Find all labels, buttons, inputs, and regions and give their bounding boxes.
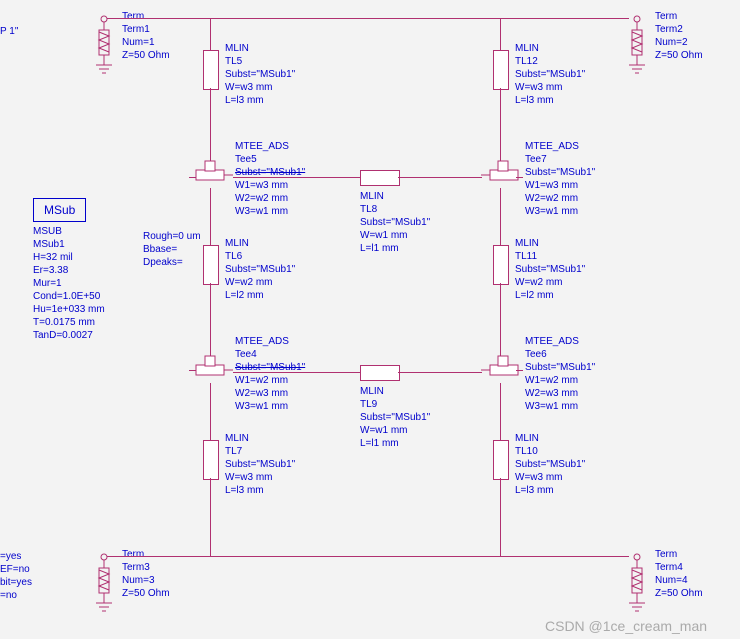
tee5-header: MTEE_ADS <box>235 140 289 153</box>
tee7-p: Subst="MSub1" W1=w3 mm W2=w2 mm W3=w1 mm <box>525 166 595 218</box>
msub-params: H=32 mil Er=3.38 Mur=1 Cond=1.0E+50 Hu=1… <box>33 251 105 342</box>
tl9-p: Subst="MSub1" W=w1 mm L=l1 mm <box>360 411 430 450</box>
tl9-header: MLIN <box>360 385 384 398</box>
tl12-p: Subst="MSub1" W=w3 mm L=l3 mm <box>515 68 585 107</box>
term4-symbol <box>625 553 655 623</box>
tl11-name: TL11 <box>515 250 537 263</box>
term3-z: Z=50 Ohm <box>122 587 170 600</box>
msub-extras: Rough=0 um Bbase= Dpeaks= <box>143 230 201 269</box>
tee4-header: MTEE_ADS <box>235 335 289 348</box>
wire <box>398 372 482 373</box>
watermark: CSDN @1ce_cream_man <box>545 618 707 634</box>
term3-name: Term3 <box>122 561 150 574</box>
tee7-symbol <box>480 160 520 190</box>
wire <box>210 18 211 50</box>
wire <box>107 18 629 19</box>
tl7-name: TL7 <box>225 445 242 458</box>
term1-z: Z=50 Ohm <box>122 49 170 62</box>
tee6-name: Tee6 <box>525 348 547 361</box>
tl6-name: TL6 <box>225 250 242 263</box>
term2-name: Term2 <box>655 23 683 36</box>
tl8-header: MLIN <box>360 190 384 203</box>
wire <box>500 88 501 161</box>
tl10-symbol <box>493 440 509 480</box>
tl9-symbol <box>360 365 400 381</box>
tl12-header: MLIN <box>515 42 539 55</box>
term2-symbol <box>625 15 655 85</box>
tee5-p2: W1=w3 mm W2=w2 mm W3=w1 mm <box>235 179 288 218</box>
tl7-p: Subst="MSub1" W=w3 mm L=l3 mm <box>225 458 295 497</box>
wire <box>398 177 482 178</box>
tl6-symbol <box>203 245 219 285</box>
tee5-symbol <box>195 160 235 190</box>
wire <box>500 478 501 556</box>
tl7-symbol <box>203 440 219 480</box>
wire <box>233 372 360 373</box>
term4-num: Num=4 <box>655 574 688 587</box>
fragment-left1: P 1" <box>0 25 18 38</box>
tl11-symbol <box>493 245 509 285</box>
wire <box>210 88 211 161</box>
tl6-header: MLIN <box>225 237 249 250</box>
tl8-p: Subst="MSub1" W=w1 mm L=l1 mm <box>360 216 430 255</box>
tl11-header: MLIN <box>515 237 539 250</box>
term2-header: Term <box>655 10 677 23</box>
fragment-left2: =yes EF=no bit=yes =no <box>0 550 32 602</box>
term1-header: Term <box>122 10 144 23</box>
msub-name: MSub1 <box>33 238 65 251</box>
wire <box>210 188 211 245</box>
tl6-p: Subst="MSub1" W=w2 mm L=l2 mm <box>225 263 295 302</box>
tl8-name: TL8 <box>360 203 377 216</box>
term1-num: Num=1 <box>122 36 155 49</box>
tee7-name: Tee7 <box>525 153 547 166</box>
tl5-name: TL5 <box>225 55 242 68</box>
tl5-p: Subst="MSub1" W=w3 mm L=l3 mm <box>225 68 295 107</box>
wire <box>210 283 211 356</box>
term4-name: Term4 <box>655 561 683 574</box>
tl5-header: MLIN <box>225 42 249 55</box>
tl12-name: TL12 <box>515 55 538 68</box>
tee5-name: Tee5 <box>235 153 257 166</box>
tee4-symbol <box>195 355 235 385</box>
term1-symbol <box>92 15 122 85</box>
term3-num: Num=3 <box>122 574 155 587</box>
wire <box>500 18 501 50</box>
term1-name: Term1 <box>122 23 150 36</box>
tee4-name: Tee4 <box>235 348 257 361</box>
tl10-header: MLIN <box>515 432 539 445</box>
wire <box>500 188 501 245</box>
tl10-name: TL10 <box>515 445 538 458</box>
wire <box>516 177 523 178</box>
tee6-header: MTEE_ADS <box>525 335 579 348</box>
term2-z: Z=50 Ohm <box>655 49 703 62</box>
tee6-symbol <box>480 355 520 385</box>
tl7-header: MLIN <box>225 432 249 445</box>
tee7-header: MTEE_ADS <box>525 140 579 153</box>
msub-box: MSub <box>33 198 86 222</box>
msub-header: MSUB <box>33 225 62 238</box>
tl10-p: Subst="MSub1" W=w3 mm L=l3 mm <box>515 458 585 497</box>
term4-header: Term <box>655 548 677 561</box>
wire <box>500 283 501 356</box>
term3-header: Term <box>122 548 144 561</box>
tl8-symbol <box>360 170 400 186</box>
tl12-symbol <box>493 50 509 90</box>
wire <box>210 478 211 556</box>
wire <box>189 370 196 371</box>
term3-symbol <box>92 553 122 623</box>
term4-z: Z=50 Ohm <box>655 587 703 600</box>
tee6-p: Subst="MSub1" W1=w2 mm W2=w3 mm W3=w1 mm <box>525 361 595 413</box>
tl5-symbol <box>203 50 219 90</box>
term2-num: Num=2 <box>655 36 688 49</box>
wire <box>233 177 360 178</box>
wire <box>516 370 523 371</box>
wire <box>107 556 629 557</box>
wire <box>189 177 196 178</box>
wire <box>500 383 501 440</box>
tl9-name: TL9 <box>360 398 377 411</box>
tee4-p2: W1=w2 mm W2=w3 mm W3=w1 mm <box>235 374 288 413</box>
tl11-p: Subst="MSub1" W=w2 mm L=l2 mm <box>515 263 585 302</box>
wire <box>210 383 211 440</box>
